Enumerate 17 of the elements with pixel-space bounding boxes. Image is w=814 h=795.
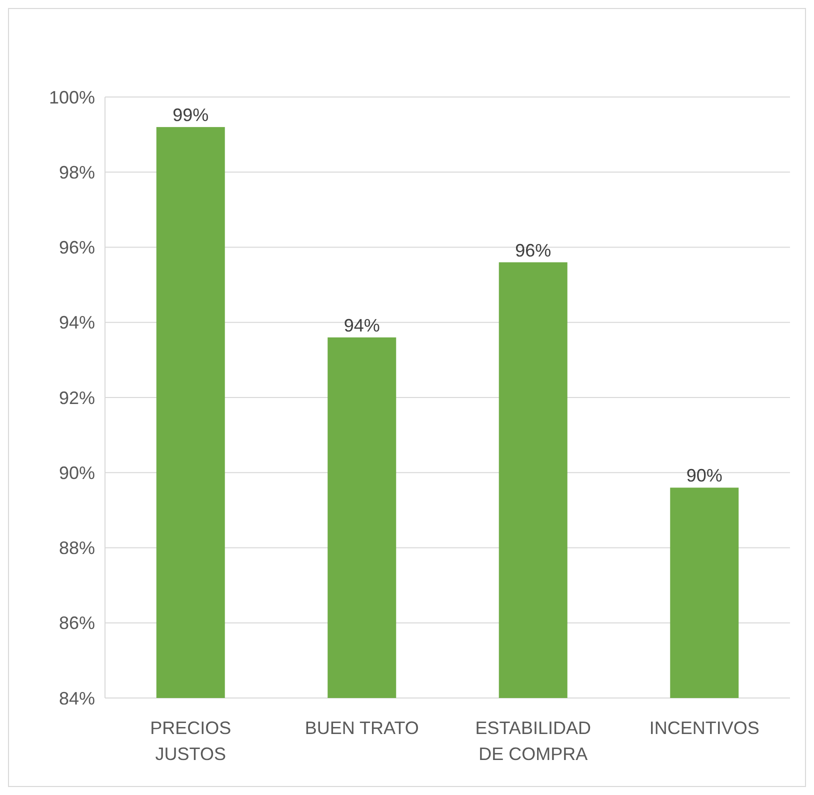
y-tick-label: 94%	[58, 312, 95, 333]
y-tick-label: 100%	[48, 87, 95, 108]
x-tick-label: INCENTIVOS	[649, 718, 760, 738]
x-tick-label: ESTABILIDAD DE COMPRA	[475, 718, 591, 764]
data-label: 96%	[515, 240, 552, 260]
x-tick-label: PRECIOS JUSTOS	[150, 718, 232, 764]
y-tick-label: 88%	[58, 538, 95, 558]
data-label: 94%	[344, 315, 380, 336]
data-label: 90%	[686, 466, 722, 486]
y-tick-label: 96%	[58, 238, 95, 258]
y-tick-label: 90%	[58, 462, 95, 483]
y-tick-label: 98%	[58, 162, 95, 182]
y-tick-label: 86%	[58, 613, 95, 634]
data-label: 99%	[172, 105, 209, 126]
y-tick-label: 84%	[58, 688, 95, 708]
x-tick-label: BUEN TRATO	[304, 718, 419, 738]
y-tick-label: 92%	[58, 388, 95, 408]
